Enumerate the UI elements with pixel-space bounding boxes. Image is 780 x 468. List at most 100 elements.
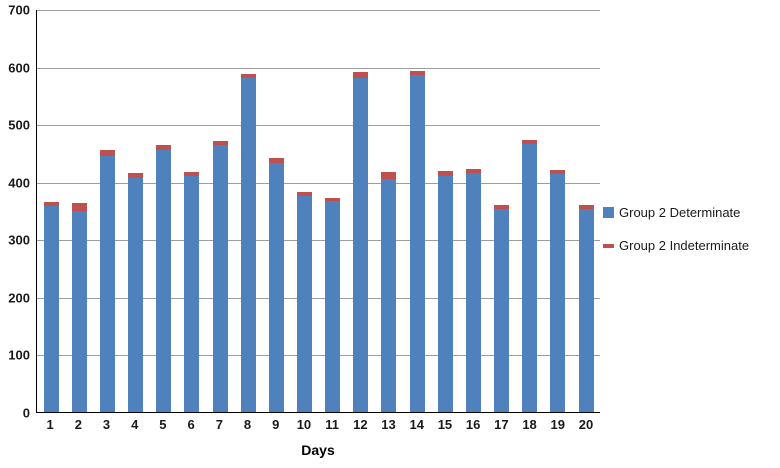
bar-segment-group-2-determinate <box>296 196 312 412</box>
bar-group <box>431 10 459 412</box>
bar-group <box>65 10 93 412</box>
bar-group <box>459 10 487 412</box>
legend: Group 2 Determinate Group 2 Indeterminate <box>603 205 780 253</box>
legend-label: Group 2 Determinate <box>619 205 741 220</box>
legend-item: Group 2 Indeterminate <box>603 238 780 253</box>
x-tick-label: 12 <box>353 417 368 432</box>
gridline <box>37 355 600 357</box>
x-tick-label: 19 <box>550 417 565 432</box>
bar-segment-group-2-determinate <box>43 205 59 412</box>
y-axis-labels: 0 100 200 300 400 500 600 700 <box>0 3 32 421</box>
bar-segment-group-2-determinate <box>240 78 256 412</box>
x-axis-title: Days <box>301 442 335 458</box>
y-tick-label: 500 <box>8 117 30 133</box>
legend-marker-square-icon <box>603 207 614 218</box>
y-tick-label: 0 <box>22 405 30 421</box>
bar-group <box>262 10 290 412</box>
bar-group <box>178 10 206 412</box>
x-tick-label: 20 <box>578 417 594 432</box>
bar-segment-group-2-indeterminate <box>296 192 312 197</box>
bar-segment-group-2-determinate <box>184 175 200 412</box>
bar-group <box>290 10 318 412</box>
gridline <box>37 125 600 127</box>
x-tick-label: 6 <box>187 417 195 432</box>
x-tick-label: 15 <box>437 417 453 432</box>
x-tick-label: 7 <box>215 417 223 432</box>
bar-group <box>206 10 234 412</box>
bar-segment-group-2-determinate <box>325 200 341 412</box>
x-tick-label: 17 <box>494 417 509 432</box>
x-tick-label: 5 <box>159 417 167 432</box>
bar-group <box>488 10 516 412</box>
x-tick-label: 11 <box>325 417 339 432</box>
bar-segment-group-2-indeterminate <box>522 139 538 145</box>
bar-segment-group-2-determinate <box>99 155 115 412</box>
x-axis-labels: 1 2 3 4 5 6 7 8 9 10 11 12 13 14 15 16 17 18 19 20 <box>36 417 600 432</box>
bar-segment-group-2-determinate <box>494 208 510 412</box>
bar-segment-group-2-indeterminate <box>550 169 566 175</box>
x-tick-label: 9 <box>272 417 280 432</box>
bar-segment-group-2-indeterminate <box>184 171 200 176</box>
bar-group <box>403 10 431 412</box>
x-tick-label: 18 <box>522 417 537 432</box>
bar-segment-group-2-indeterminate <box>212 140 228 146</box>
bar-group <box>37 10 65 412</box>
bar-segment-group-2-determinate <box>578 208 594 412</box>
bar-segment-group-2-indeterminate <box>99 150 115 156</box>
x-tick-label: 2 <box>74 417 82 432</box>
y-tick-label: 400 <box>8 175 30 191</box>
bar-segment-group-2-indeterminate <box>437 171 453 176</box>
bar-segment-group-2-indeterminate <box>71 203 87 211</box>
legend-label: Group 2 Indeterminate <box>619 238 750 253</box>
bar-segment-group-2-determinate <box>128 177 144 412</box>
x-tick-label: 13 <box>381 417 396 432</box>
x-tick-label: 3 <box>102 417 111 432</box>
x-tick-label: 10 <box>296 417 312 432</box>
bar-segment-group-2-indeterminate <box>43 201 59 206</box>
bar-segment-group-2-indeterminate <box>325 197 341 201</box>
bar-segment-group-2-indeterminate <box>465 168 481 174</box>
gridline <box>37 67 600 69</box>
gridline <box>37 240 600 242</box>
x-tick-label: 8 <box>243 417 252 432</box>
bar-segment-group-2-indeterminate <box>409 71 425 76</box>
legend-item: Group 2 Determinate <box>603 205 780 220</box>
bar-segment-group-2-indeterminate <box>353 72 369 79</box>
bar-segment-group-2-determinate <box>381 178 397 412</box>
bar-group <box>516 10 544 412</box>
y-tick-label: 600 <box>8 60 30 76</box>
y-tick-label: 700 <box>8 2 30 18</box>
bar-segment-group-2-determinate <box>156 150 172 412</box>
bar-group <box>93 10 121 412</box>
x-tick-label: 14 <box>409 417 424 432</box>
x-tick-label: 1 <box>46 417 54 432</box>
bar-group <box>544 10 572 412</box>
bar-segment-group-2-determinate <box>437 175 453 412</box>
x-tick-label: 4 <box>131 417 139 432</box>
y-tick-label: 200 <box>8 290 30 306</box>
bar-group <box>375 10 403 412</box>
bar-segment-group-2-indeterminate <box>128 173 144 178</box>
gridline <box>37 297 600 299</box>
bars-container <box>37 10 600 412</box>
bar-segment-group-2-indeterminate <box>240 74 256 79</box>
x-tick-label: 16 <box>465 417 481 432</box>
y-tick-label: 100 <box>8 347 30 363</box>
bar-segment-group-2-indeterminate <box>381 171 397 179</box>
bar-segment-group-2-indeterminate <box>156 145 172 151</box>
bar-group <box>150 10 178 412</box>
gridline <box>37 182 600 184</box>
bar-segment-group-2-determinate <box>353 78 369 412</box>
bar-segment-group-2-determinate <box>268 163 284 412</box>
bar-segment-group-2-determinate <box>71 210 87 412</box>
bar-segment-group-2-indeterminate <box>578 204 594 209</box>
bar-segment-group-2-indeterminate <box>268 157 284 164</box>
bar-segment-group-2-indeterminate <box>494 204 510 209</box>
bar-group <box>347 10 375 412</box>
gridline <box>37 10 600 11</box>
y-tick-label: 300 <box>8 232 30 248</box>
bar-segment-group-2-determinate <box>212 145 228 412</box>
legend-marker-dash-icon <box>603 243 614 248</box>
bar-segment-group-2-determinate <box>465 173 481 412</box>
